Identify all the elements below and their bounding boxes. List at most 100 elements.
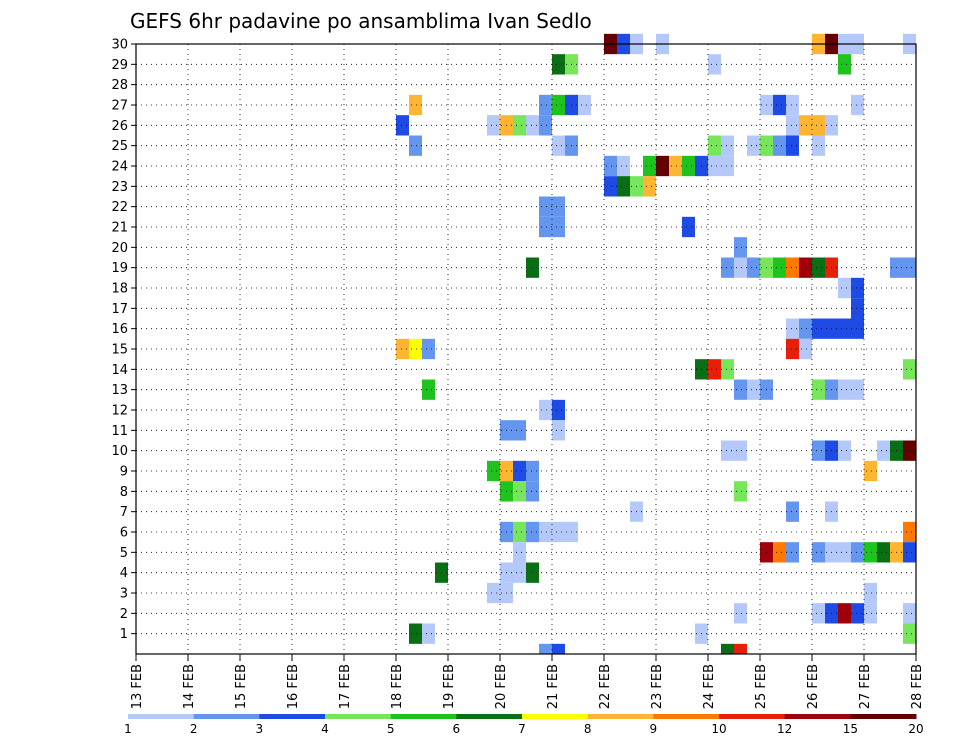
colorbar-swatch — [390, 714, 457, 719]
colorbar-label: 10 — [711, 722, 726, 736]
cell — [851, 318, 864, 339]
cell — [773, 542, 786, 563]
cell — [851, 298, 864, 319]
cell — [903, 623, 916, 644]
y-tick-label: 26 — [111, 119, 128, 134]
colorbar-swatch — [325, 714, 392, 719]
y-tick-label: 14 — [111, 363, 128, 378]
y-tick-label: 15 — [111, 343, 128, 358]
cell — [812, 135, 825, 156]
cell — [487, 582, 500, 604]
x-tick-label: 13 FEB — [130, 664, 145, 709]
y-tick-label: 25 — [111, 139, 128, 154]
cell — [838, 603, 851, 624]
cell — [799, 338, 812, 360]
cell — [721, 359, 734, 380]
cell — [513, 460, 526, 482]
cell — [526, 257, 539, 278]
y-tick-label: 18 — [111, 282, 128, 297]
cell — [786, 257, 799, 278]
cell — [838, 54, 851, 75]
cell — [552, 94, 565, 116]
cell — [656, 155, 669, 177]
cell — [409, 338, 422, 360]
cell — [747, 135, 760, 156]
x-tick-label: 18 FEB — [390, 664, 405, 709]
colorbar-swatch — [193, 714, 260, 719]
colorbar-swatch — [653, 714, 720, 719]
cell — [708, 54, 721, 75]
cell — [396, 338, 409, 360]
cell — [539, 115, 552, 136]
x-tick-label: 16 FEB — [286, 664, 301, 709]
cell — [877, 542, 890, 563]
y-tick-label: 17 — [111, 302, 128, 317]
chart-title: GEFS 6hr padavine po ansamblima Ivan Sed… — [130, 9, 592, 33]
cell — [422, 338, 435, 360]
cell — [877, 440, 890, 461]
x-tick-label: 28 FEB — [910, 664, 925, 709]
cell — [526, 115, 539, 136]
cell — [786, 338, 799, 360]
cell — [539, 94, 552, 116]
y-tick-label: 12 — [111, 404, 128, 419]
x-tick-label: 17 FEB — [338, 664, 353, 709]
cell — [838, 379, 851, 400]
colorbar-swatch — [587, 714, 654, 719]
colorbar-label: 5 — [387, 722, 395, 736]
cell — [734, 257, 747, 278]
colorbar: 1 2 3 4 5 6 7 8 9 10 12 15 20 — [124, 714, 924, 736]
cell — [721, 257, 734, 278]
y-tick-label: 21 — [111, 221, 128, 236]
cell — [409, 623, 422, 644]
cell — [799, 115, 812, 136]
y-tick-label: 28 — [111, 78, 128, 93]
colorbar-swatch — [719, 714, 786, 719]
y-tick-label: 7 — [120, 505, 128, 520]
colorbar-swatch — [850, 714, 917, 719]
cell — [812, 379, 825, 400]
cell — [812, 318, 825, 339]
cell — [786, 94, 799, 116]
y-tick-label: 3 — [120, 587, 128, 602]
cell — [734, 643, 747, 654]
cell — [578, 94, 591, 116]
cell — [526, 521, 539, 543]
cell — [812, 542, 825, 563]
x-tick-label: 15 FEB — [234, 664, 249, 709]
cell — [708, 135, 721, 156]
cell — [487, 460, 500, 482]
cell — [734, 481, 747, 502]
x-tick-label: 21 FEB — [546, 664, 561, 709]
y-tick-label: 6 — [120, 526, 128, 541]
cell — [747, 379, 760, 400]
x-tick-label: 20 FEB — [494, 664, 509, 709]
cell — [552, 196, 565, 217]
grid-layer — [136, 44, 916, 654]
cell — [864, 582, 877, 604]
cell — [838, 318, 851, 339]
cell — [721, 155, 734, 177]
cell — [838, 542, 851, 563]
colorbar-label: 4 — [321, 722, 329, 736]
colorbar-label: 15 — [843, 722, 858, 736]
y-tick-label: 11 — [111, 424, 128, 439]
cell — [903, 542, 916, 563]
colorbar-label: 12 — [777, 722, 792, 736]
cell — [682, 155, 695, 177]
cell — [682, 216, 695, 238]
cell — [721, 643, 734, 654]
cell — [526, 481, 539, 502]
cell — [552, 420, 565, 441]
y-tick-label: 8 — [120, 485, 128, 500]
cell — [812, 257, 825, 278]
colorbar-swatch — [784, 714, 851, 719]
cell — [487, 115, 500, 136]
cell — [513, 542, 526, 563]
y-tick-label: 27 — [111, 99, 128, 114]
y-tick-label: 19 — [111, 261, 128, 276]
cell — [851, 603, 864, 624]
y-tick-label: 2 — [120, 607, 128, 622]
cell — [604, 155, 617, 177]
cell — [812, 603, 825, 624]
